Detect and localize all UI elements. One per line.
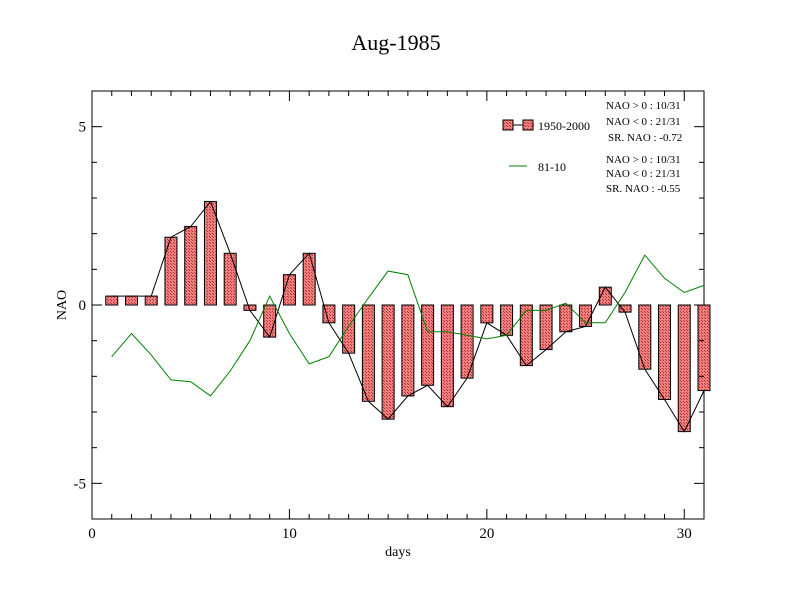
legend: 1950-2000 NAO > 0 : 10/31 NAO < 0 : 21/3… xyxy=(502,100,682,195)
x-axis-label: days xyxy=(385,545,411,560)
bar-day-1 xyxy=(105,295,119,306)
y-axis-label: NAO xyxy=(55,290,70,320)
bar-day-22 xyxy=(519,304,533,367)
y-tick-label: 5 xyxy=(79,120,87,136)
bar-day-20 xyxy=(480,304,494,324)
bar-day-15 xyxy=(381,304,395,420)
bar-day-29 xyxy=(658,304,672,401)
legend-stat-1950-nao-pos: NAO > 0 : 10/31 xyxy=(606,100,681,112)
legend-stat-8110-nao-neg: NAO < 0 : 21/31 xyxy=(606,168,681,180)
legend-label-81-10: 81-10 xyxy=(538,160,566,174)
bar-day-23 xyxy=(539,304,553,351)
x-tick-label: 10 xyxy=(282,526,297,542)
bar-day-11 xyxy=(302,252,316,306)
bar-day-31 xyxy=(697,304,711,392)
bar-day-3 xyxy=(144,295,158,306)
bar-day-18 xyxy=(440,304,454,408)
bar-day-17 xyxy=(421,304,435,386)
legend-stat-8110-nao-pos: NAO > 0 : 10/31 xyxy=(606,154,681,166)
series-81-10-line xyxy=(111,254,705,397)
chart-title: Aug-1985 xyxy=(351,30,440,55)
ticks-layer: 0 10 20 30 -5 0 5 xyxy=(74,90,705,542)
bar-day-2 xyxy=(124,295,138,306)
bar-day-28 xyxy=(638,304,652,370)
bar-day-16 xyxy=(401,304,415,397)
y-tick-label: 0 xyxy=(79,298,87,314)
legend-bar-swatch-right xyxy=(522,119,534,131)
bar-day-30 xyxy=(677,304,691,433)
bars-layer xyxy=(105,201,711,433)
legend-stat-8110-sr-nao: SR. NAO : -0.55 xyxy=(606,183,681,195)
x-tick-label: 0 xyxy=(88,526,96,542)
y-tick-label: -5 xyxy=(74,476,87,492)
bar-day-6 xyxy=(203,201,217,306)
x-tick-label: 30 xyxy=(677,526,692,542)
bar-day-10 xyxy=(282,274,296,306)
lines-layer xyxy=(111,200,705,433)
bar-day-7 xyxy=(223,252,237,306)
bar-day-14 xyxy=(361,304,375,402)
bar-day-24 xyxy=(559,304,573,333)
series-1950-2000-line xyxy=(111,200,705,433)
legend-label-1950-2000: 1950-2000 xyxy=(538,119,590,133)
legend-stat-1950-nao-neg: NAO < 0 : 21/31 xyxy=(606,116,681,128)
x-tick-label: 20 xyxy=(479,526,494,542)
bar-day-4 xyxy=(164,236,178,306)
legend-stat-1950-sr-nao: SR. NAO : -0.72 xyxy=(608,132,682,144)
bar-day-5 xyxy=(184,226,198,306)
bar-day-9 xyxy=(263,304,277,338)
legend-bar-swatch-left xyxy=(502,119,514,131)
